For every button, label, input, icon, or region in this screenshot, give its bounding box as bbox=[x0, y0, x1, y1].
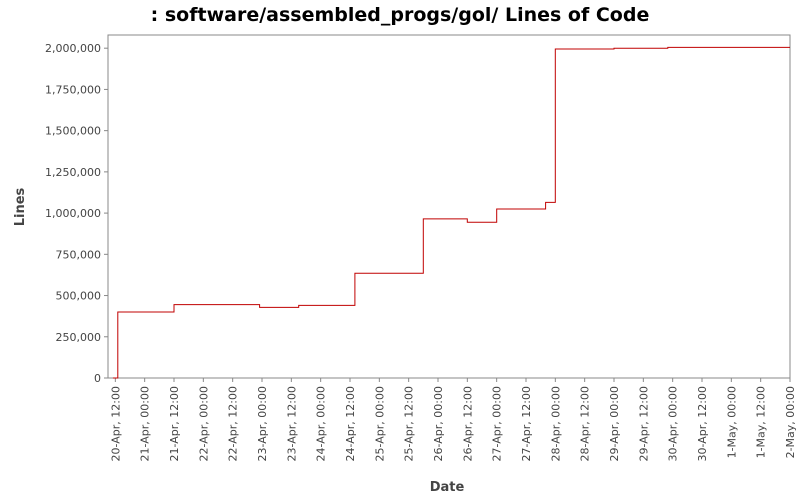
x-tick-label: 22-Apr, 12:00 bbox=[227, 386, 240, 461]
x-tick-label: 1-May, 00:00 bbox=[725, 386, 738, 458]
y-tick-label: 500,000 bbox=[56, 290, 102, 303]
x-tick-label: 23-Apr, 12:00 bbox=[285, 386, 298, 461]
x-tick-label: 29-Apr, 12:00 bbox=[637, 386, 650, 461]
series-line bbox=[112, 46, 790, 379]
x-tick-label: 28-Apr, 12:00 bbox=[579, 386, 592, 461]
x-tick-label: 23-Apr, 00:00 bbox=[256, 386, 269, 461]
x-tick-label: 26-Apr, 12:00 bbox=[461, 386, 474, 461]
x-tick-label: 24-Apr, 12:00 bbox=[344, 386, 357, 461]
chart-title: : software/assembled_progs/gol/ Lines of… bbox=[150, 4, 650, 26]
x-tick-label: 27-Apr, 00:00 bbox=[491, 386, 504, 461]
series-layer bbox=[112, 46, 790, 379]
x-tick-label: 24-Apr, 00:00 bbox=[315, 386, 328, 461]
y-axis: 0 250,000 500,000 750,000 1,000,000 1,250,000… bbox=[45, 42, 108, 385]
x-tick-label: 30-Apr, 00:00 bbox=[667, 386, 680, 461]
x-tick-label: 1-May, 12:00 bbox=[755, 386, 768, 458]
y-tick-label: 1,750,000 bbox=[45, 83, 101, 96]
y-axis-label: Lines bbox=[13, 187, 28, 226]
x-axis: 20-Apr, 12:00 21-Apr, 00:00 21-Apr, 12:00 2… bbox=[109, 378, 797, 461]
x-tick-label: 30-Apr, 12:00 bbox=[696, 386, 709, 461]
x-tick-label: 20-Apr, 12:00 bbox=[109, 386, 122, 461]
x-tick-label: 27-Apr, 12:00 bbox=[520, 386, 533, 461]
x-tick-label: 2-May, 00:00 bbox=[784, 386, 797, 458]
x-tick-label: 26-Apr, 00:00 bbox=[432, 386, 445, 461]
y-tick-label: 0 bbox=[94, 372, 101, 385]
plot-area bbox=[107, 34, 791, 379]
x-tick-label: 22-Apr, 00:00 bbox=[197, 386, 210, 461]
x-tick-label: 21-Apr, 12:00 bbox=[168, 386, 181, 461]
y-tick-label: 1,250,000 bbox=[45, 166, 101, 179]
y-tick-label: 750,000 bbox=[56, 248, 102, 261]
y-tick-label: 2,000,000 bbox=[45, 42, 101, 55]
x-tick-label: 25-Apr, 00:00 bbox=[373, 386, 386, 461]
y-tick-label: 1,500,000 bbox=[45, 125, 101, 138]
y-tick-label: 1,000,000 bbox=[45, 207, 101, 220]
x-tick-label: 25-Apr, 12:00 bbox=[403, 386, 416, 461]
x-tick-label: 29-Apr, 00:00 bbox=[608, 386, 621, 461]
x-tick-label: 21-Apr, 00:00 bbox=[139, 386, 152, 461]
y-tick-label: 250,000 bbox=[56, 331, 102, 344]
x-tick-label: 28-Apr, 00:00 bbox=[549, 386, 562, 461]
x-axis-label: Date bbox=[430, 480, 465, 495]
